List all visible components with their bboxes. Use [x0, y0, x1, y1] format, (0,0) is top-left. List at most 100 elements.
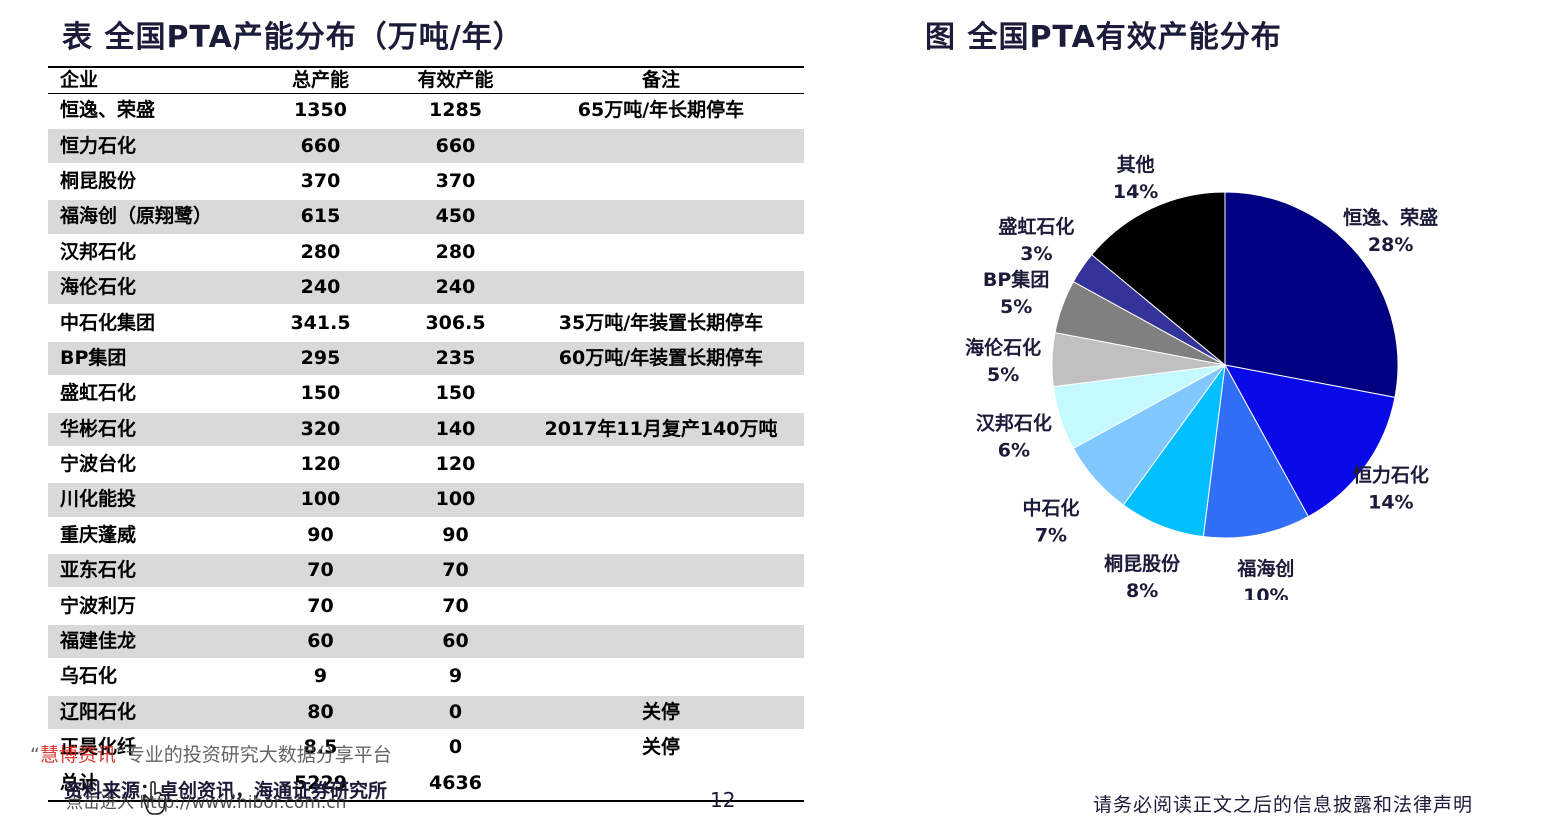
cell-remarks: 35万吨/年装置长期停车 [518, 305, 804, 342]
cell-remarks: 60万吨/年装置长期停车 [518, 340, 804, 378]
cell-total-capacity: 100 [248, 482, 393, 519]
cell-total-capacity: 295 [248, 340, 393, 378]
cell-company: 乌石化 [48, 659, 248, 696]
header-remarks: 备注 [518, 66, 804, 94]
cell-effective-capacity: 60 [393, 623, 518, 661]
pie-label-value: 10% [1243, 585, 1288, 600]
cell-effective-capacity: 70 [393, 588, 518, 625]
table-row: 盛虹石化 150 150 [48, 376, 804, 413]
table-body: 恒逸、荣盛 1350 1285 65万吨/年长期停车 恒力石化 660 660 桐昆股份 370… [48, 93, 804, 802]
table-row: 华彬石化 320 140 2017年11月复产140万吨 [48, 411, 804, 448]
cell-company: 中石化集团 [48, 305, 248, 342]
cell-company: 恒力石化 [48, 128, 248, 165]
pie-slice [1202, 363, 1310, 539]
cell-company: 亚东石化 [48, 553, 248, 590]
cell-total-capacity: 1350 [248, 93, 393, 130]
pie-chart: 恒逸、荣盛 28% 恒力石化 14% 福海创 10% 桐昆股份 8% 中石化 7% 汉邦石化 6% 海伦… [965, 153, 1438, 600]
pie-slice [1224, 364, 1396, 518]
watermark-brand[interactable]: 慧博资讯 [39, 744, 116, 766]
cell-total-capacity: 70 [248, 588, 393, 625]
table-row: 重庆蓬威 90 90 [48, 517, 804, 555]
pie-label-value: 14% [1113, 181, 1158, 203]
pie-labels: 恒逸、荣盛 28% 恒力石化 14% 福海创 10% 桐昆股份 8% 中石化 7% 汉邦石化 6% 海伦… [965, 153, 1438, 600]
header-total-capacity: 总产能 [248, 66, 393, 94]
cell-remarks [518, 623, 804, 661]
pie-slices [1051, 191, 1399, 539]
table-row: 川化能投 100 100 [48, 482, 804, 519]
cell-remarks [518, 553, 804, 590]
cell-effective-capacity: 235 [393, 340, 518, 378]
pie-label-value: 3% [1020, 243, 1052, 265]
cell-effective-capacity: 1285 [393, 93, 518, 130]
cell-remarks [518, 376, 804, 413]
cell-remarks: 关停 [518, 694, 804, 732]
cell-remarks: 2017年11月复产140万吨 [518, 411, 804, 448]
cell-effective-capacity: 70 [393, 553, 518, 590]
cell-total-capacity: 615 [248, 199, 393, 236]
cell-total-capacity: 240 [248, 269, 393, 307]
pointer-hand-icon [142, 780, 167, 815]
table-row: 福海创（原翔鹭） 615 450 [48, 199, 804, 236]
pie-label-name: BP集团 [983, 268, 1049, 291]
watermark-tagline: ”专业的投资研究大数据分享平台 [115, 744, 392, 766]
cell-company: 海伦石化 [48, 269, 248, 307]
table-row: 恒逸、荣盛 1350 1285 65万吨/年长期停车 [48, 93, 804, 130]
cell-effective-capacity: 280 [393, 234, 518, 271]
cell-company: 宁波利万 [48, 588, 248, 625]
cell-total-capacity: 120 [248, 446, 393, 484]
cell-remarks [518, 517, 804, 555]
cell-company: BP集团 [48, 340, 248, 378]
pie-label-name: 中石化 [1022, 496, 1079, 519]
pie-label-value: 6% [998, 440, 1030, 462]
cell-total-capacity: 660 [248, 128, 393, 165]
pie-label-value: 7% [1035, 524, 1067, 546]
header-company: 企业 [48, 66, 248, 94]
cell-total-capacity: 60 [248, 623, 393, 661]
header-effective-capacity: 有效产能 [393, 66, 518, 94]
table-row: 桐昆股份 370 370 [48, 163, 804, 201]
cell-company: 正昊化纤 [48, 730, 248, 767]
watermark-quote: “ [30, 744, 40, 766]
pie-label-name: 其他 [1117, 153, 1155, 176]
cell-company: 汉邦石化 [48, 234, 248, 271]
pie-label-name: 恒力石化 [1353, 463, 1429, 486]
pie-label-value: 8% [1126, 580, 1158, 600]
cell-effective-capacity: 0 [393, 730, 518, 767]
page-number: 12 [710, 788, 736, 812]
disclaimer: 请务必阅读正文之后的信息披露和法律声明 [1093, 794, 1474, 816]
cell-company: 恒逸、荣盛 [48, 93, 248, 130]
cell-remarks [518, 269, 804, 307]
pie-label-name: 福海创 [1236, 557, 1294, 580]
table-row: 恒力石化 660 660 [48, 128, 804, 165]
cell-company: 辽阳石化 [48, 694, 248, 732]
pie-label-value: 28% [1368, 234, 1413, 256]
total-company: 总计 [48, 764, 248, 802]
total-total-capacity: 5229 [248, 764, 393, 802]
cell-effective-capacity: 100 [393, 482, 518, 519]
cell-effective-capacity: 140 [393, 411, 518, 448]
table-row: BP集团 295 235 60万吨/年装置长期停车 [48, 340, 804, 378]
cell-company: 华彬石化 [48, 411, 248, 448]
cell-company: 重庆蓬威 [48, 517, 248, 555]
pie-slice [1224, 191, 1399, 399]
cell-total-capacity: 8.5 [248, 730, 393, 767]
cell-total-capacity: 70 [248, 553, 393, 590]
cell-effective-capacity: 306.5 [393, 305, 518, 342]
cell-remarks [518, 163, 804, 201]
chart-title: 图 全国PTA有效产能分布 [925, 20, 1282, 55]
pie-slice [1090, 191, 1226, 367]
table-row: 福建佳龙 60 60 [48, 623, 804, 661]
cell-effective-capacity: 150 [393, 376, 518, 413]
watermark-link[interactable]: 点击进入 http://www.hibor.com.cn [66, 793, 347, 813]
cell-company: 川化能投 [48, 482, 248, 519]
table-header-row: 企业 总产能 有效产能 备注 [48, 66, 804, 94]
cell-company: 福海创（原翔鹭） [48, 199, 248, 236]
cell-effective-capacity: 90 [393, 517, 518, 555]
cell-remarks [518, 588, 804, 625]
pie-label-name: 汉邦石化 [976, 412, 1052, 435]
table-row: 辽阳石化 80 0 关停 [48, 694, 804, 732]
cell-remarks [518, 128, 804, 165]
table-row: 乌石化 9 9 [48, 659, 804, 696]
cell-effective-capacity: 120 [393, 446, 518, 484]
pie-label-value: 5% [987, 364, 1019, 386]
